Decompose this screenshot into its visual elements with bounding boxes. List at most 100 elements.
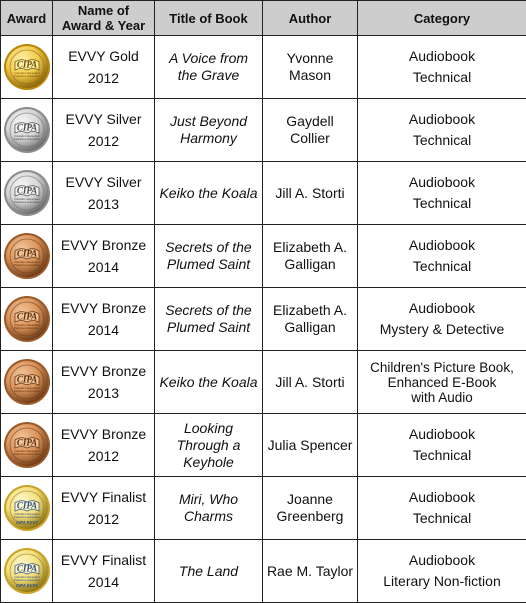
svg-text:Publishers Association: Publishers Association <box>14 137 41 141</box>
book-author: Jill A. Storti <box>263 351 358 414</box>
header-award: Award <box>1 1 53 36</box>
book-title-line: Keiko the Koala <box>157 374 260 391</box>
book-author-line: Galligan <box>265 319 355 336</box>
award-name: EVVY Bronze <box>55 237 152 254</box>
svg-text:CIPA: CIPA <box>17 501 37 511</box>
book-title-line: Just Beyond <box>157 113 260 130</box>
book-author: Rae M. Taylor <box>263 540 358 603</box>
svg-text:Publishers Association: Publishers Association <box>14 389 41 393</box>
book-author-line: Yvonne <box>265 50 355 67</box>
award-year: 2014 <box>55 574 152 591</box>
book-author-line: Gaydell <box>265 113 355 130</box>
book-author-line: Jill A. Storti <box>265 374 355 391</box>
book-title: The Land <box>155 540 263 603</box>
book-title-line: Through a <box>157 437 260 454</box>
book-author-line: Joanne <box>265 491 355 508</box>
svg-text:CIPA EVVY: CIPA EVVY <box>16 520 39 525</box>
book-category-line: Technical <box>360 510 524 527</box>
award-name: EVVY Silver <box>55 174 152 191</box>
award-name: EVVY Bronze <box>55 426 152 443</box>
book-category-line: Technical <box>360 447 524 464</box>
award-name-year: EVVY Bronze 2012 <box>53 414 155 477</box>
book-author: Elizabeth A.Galligan <box>263 225 358 288</box>
book-author: Elizabeth A.Galligan <box>263 288 358 351</box>
book-title: Keiko the Koala <box>155 351 263 414</box>
award-year: 2013 <box>55 385 152 402</box>
book-category-line: Literary Non-fiction <box>360 573 524 590</box>
header-name-line-2: Award & Year <box>55 18 152 33</box>
book-title-line: A Voice from <box>157 50 260 67</box>
header-author: Author <box>263 1 358 36</box>
book-category: Audiobook Technical <box>358 477 526 540</box>
book-author-line: Mason <box>265 67 355 84</box>
book-category: Audiobook Technical <box>358 414 526 477</box>
book-title-line: the Grave <box>157 67 260 84</box>
book-category-line: with Audio <box>360 390 524 405</box>
svg-text:CIPA: CIPA <box>17 438 37 448</box>
svg-text:CIPA EVVY: CIPA EVVY <box>16 583 39 588</box>
book-category-line: Mystery & Detective <box>360 321 524 338</box>
award-name: EVVY Finalist <box>55 489 152 506</box>
header-category: Category <box>358 1 526 36</box>
book-title-line: The Land <box>157 563 260 580</box>
book-category-line: Technical <box>360 69 524 86</box>
award-year: 2012 <box>55 511 152 528</box>
book-category-line: Audiobook <box>360 111 524 128</box>
book-author-line: Galligan <box>265 256 355 273</box>
book-author: Jill A. Storti <box>263 162 358 225</box>
header-name-line-1: Name of <box>55 3 152 18</box>
book-author-line: Julia Spencer <box>265 437 355 454</box>
award-year: 2012 <box>55 70 152 87</box>
book-title-line: Secrets of the <box>157 239 260 256</box>
book-author-line: Elizabeth A. <box>265 239 355 256</box>
award-name: EVVY Silver <box>55 111 152 128</box>
award-year: 2013 <box>55 196 152 213</box>
book-title: Keiko the Koala <box>155 162 263 225</box>
book-author-line: Rae M. Taylor <box>265 563 355 580</box>
book-category-line: Audiobook <box>360 552 524 569</box>
award-name-year: EVVY Silver 2013 <box>53 162 155 225</box>
svg-text:Publishers Association: Publishers Association <box>14 74 41 78</box>
book-title-line: Miri, Who <box>157 491 260 508</box>
svg-text:Publishers Association: Publishers Association <box>14 452 41 456</box>
svg-text:Publishers Association: Publishers Association <box>14 578 41 582</box>
book-category-line: Technical <box>360 195 524 212</box>
svg-text:Publishers Association: Publishers Association <box>14 200 41 204</box>
award-name: EVVY Bronze <box>55 363 152 380</box>
header-title: Title of Book <box>155 1 263 36</box>
award-year: 2012 <box>55 448 152 465</box>
book-category-line: Audiobook <box>360 489 524 506</box>
book-category-line: Audiobook <box>360 426 524 443</box>
book-category-line: Audiobook <box>360 237 524 254</box>
svg-text:CIPA: CIPA <box>17 249 37 259</box>
book-title-line: Looking <box>157 420 260 437</box>
book-category-line: Enhanced E-Book <box>360 375 524 390</box>
svg-text:CIPA: CIPA <box>17 312 37 322</box>
